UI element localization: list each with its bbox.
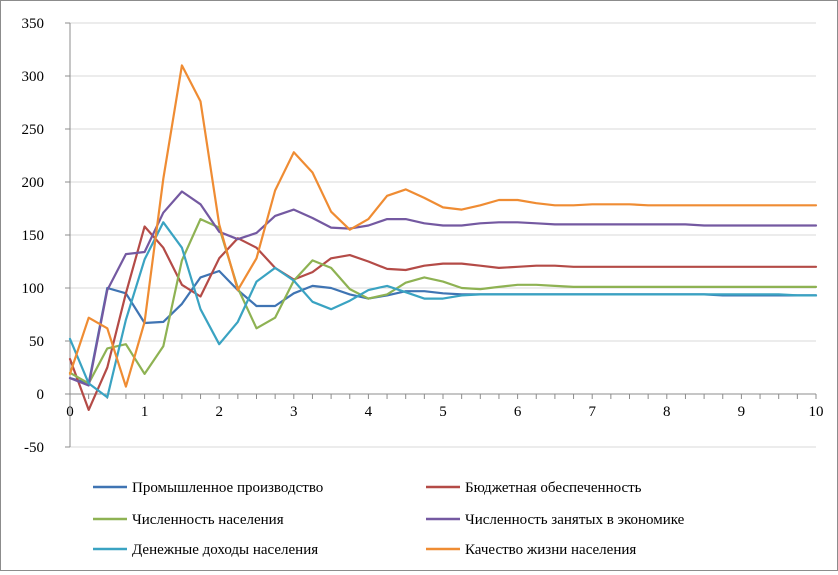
- x-tick-label: 8: [663, 404, 671, 420]
- legend-label: Численность занятых в экономике: [465, 512, 685, 528]
- legend-label: Денежные доходы населения: [132, 542, 318, 558]
- legend-label: Бюджетная обеспеченность: [465, 480, 642, 496]
- series-line-6: [68, 64, 818, 388]
- y-tick-label: -50: [24, 440, 44, 456]
- x-tick-label: 2: [215, 404, 223, 420]
- y-tick-label: 200: [22, 175, 45, 191]
- series-line-3: [68, 218, 818, 385]
- axes: -50 0 50 100 150 200 250 300 350 0 1 2 3 4 5 6 7 8 9 10: [22, 16, 824, 456]
- legend-label: Численность населения: [132, 512, 284, 528]
- x-tick-label: 6: [514, 404, 522, 420]
- y-tick-label: 250: [22, 122, 45, 138]
- series-line-5: [68, 221, 818, 399]
- y-tick-label: 350: [22, 16, 45, 32]
- x-tick-label: 5: [439, 404, 447, 420]
- legend-label: Качество жизни населения: [465, 542, 636, 558]
- y-tick-label: 150: [22, 228, 45, 244]
- series-line-2: [68, 225, 818, 411]
- x-tick-label: 4: [365, 404, 373, 420]
- x-tick-label: 3: [290, 404, 298, 420]
- x-tick-label: 10: [809, 404, 824, 420]
- x-tick-label: 0: [66, 404, 74, 420]
- grid: [70, 22, 816, 448]
- x-tick-label: 9: [738, 404, 746, 420]
- legend-label: Промышленное производство: [132, 480, 323, 496]
- legend: Промышленное производство Бюджетная обесп…: [93, 480, 685, 558]
- y-tick-label: 50: [29, 334, 44, 350]
- x-tick-label: 1: [141, 404, 149, 420]
- y-tick-label: 300: [22, 69, 45, 85]
- series-line-4: [68, 190, 818, 387]
- series-lines: [68, 64, 818, 411]
- y-tick-label: 0: [37, 387, 45, 403]
- x-tick-label: 7: [588, 404, 596, 420]
- y-tick-label: 100: [22, 281, 45, 297]
